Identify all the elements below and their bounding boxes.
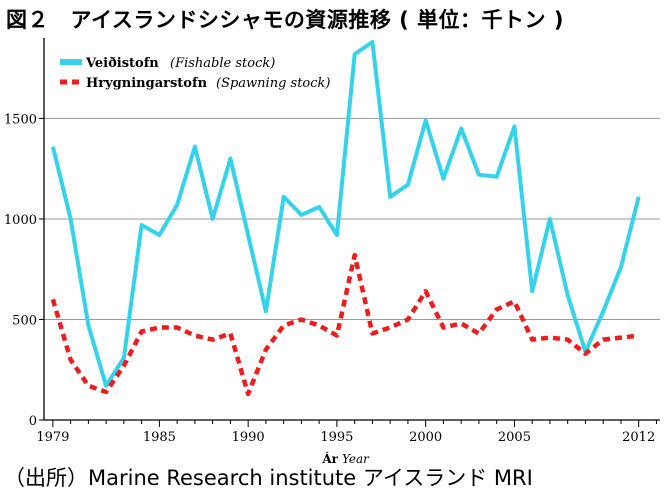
series-line-spawning	[50, 252, 639, 397]
legend-label-spawning: Hrygningarstofn	[86, 76, 208, 91]
x-tick-label: 1979	[36, 430, 69, 445]
axes: 1979 1985 1990 1995 2000 2005 2012 0 500 1000 1500	[4, 38, 660, 445]
x-axis-label: Ár Year	[321, 451, 370, 466]
x-axis-label-is: Ár	[321, 451, 338, 466]
y-tick-label: 1500	[4, 112, 37, 127]
x-axis-label-en: Year	[342, 452, 370, 466]
x-tick-label: 1990	[232, 430, 265, 445]
grid-lines	[44, 117, 660, 320]
legend-label-fishable: Veiðistofn	[85, 56, 159, 71]
source-note: （出所）Marine Research institute アイスランド MRI	[4, 466, 533, 490]
x-tick-label: 2012	[622, 430, 655, 445]
x-tick-label: 2000	[409, 430, 442, 445]
figure-title: 図２ アイスランドシシャモの資源推移 ( 単位：千トン )	[6, 8, 564, 32]
series-line-fishable	[50, 40, 641, 388]
x-tick-label: 1985	[143, 430, 176, 445]
x-tick-label: 1995	[320, 430, 353, 445]
series-group	[50, 40, 641, 397]
x-tick-label: 2005	[498, 430, 531, 445]
y-tick-label: 500	[12, 313, 37, 328]
y-tick-label: 0	[29, 414, 37, 429]
legend-label-spawning-en: (Spawning stock)	[216, 76, 331, 91]
legend-label-fishable-en: (Fishable stock)	[170, 56, 275, 71]
y-tick-label: 1000	[4, 213, 37, 228]
legend: Veiðistofn (Fishable stock) Hrygningarst…	[60, 56, 331, 91]
